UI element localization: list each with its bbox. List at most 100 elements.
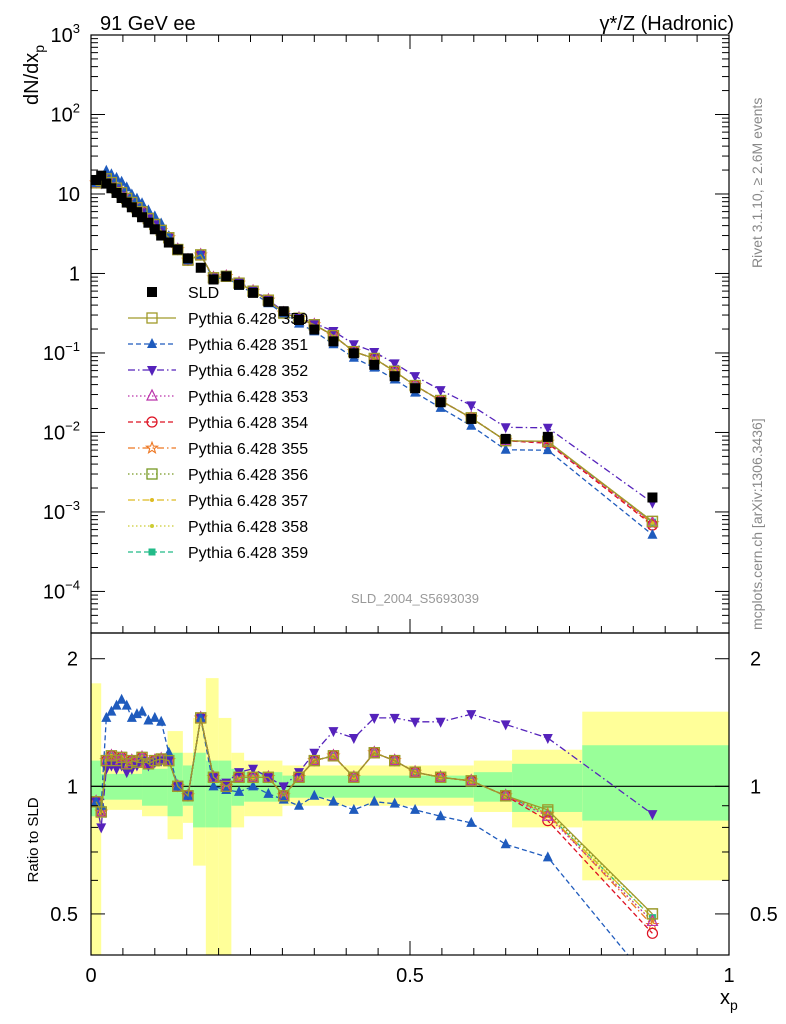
ratio-point	[121, 699, 132, 710]
ratio-point	[293, 799, 304, 810]
y-tick-base: 10	[43, 343, 65, 365]
data-point	[111, 187, 122, 198]
ratio-point	[435, 717, 446, 728]
header-left: 91 GeV ee	[100, 13, 196, 35]
data-point	[131, 207, 142, 218]
data-point	[248, 287, 259, 298]
ratio-point	[369, 713, 380, 724]
y-tick-label: 103	[51, 21, 80, 47]
ratio-point	[195, 712, 207, 724]
y-tick-label: 10−4	[43, 577, 80, 603]
legend-label: Pythia 6.428 355	[188, 441, 308, 458]
ratio-point	[262, 771, 275, 783]
legend-label: Pythia 6.428 353	[188, 389, 308, 406]
ratio-point	[96, 823, 107, 834]
y-tick-label: 10	[58, 184, 80, 206]
ratio-point	[466, 710, 477, 721]
ratio-point	[195, 711, 206, 722]
data-point	[195, 249, 207, 261]
y-tick-base: 10	[58, 184, 80, 206]
ratio-point	[106, 705, 117, 716]
ratio-point	[309, 748, 320, 759]
ratio-point	[389, 713, 400, 724]
ratio-point	[233, 770, 245, 782]
data-point	[234, 279, 245, 290]
data-point	[466, 401, 477, 412]
uncertainty-band-inner	[91, 760, 102, 817]
data-point	[500, 423, 511, 434]
ratio-point	[646, 908, 659, 920]
data-point	[121, 197, 132, 208]
data-point	[500, 433, 511, 444]
ratio-tick-label-right: 2	[750, 649, 761, 671]
ratio-point	[309, 789, 320, 800]
ratio-point	[347, 770, 360, 782]
ratio-point	[369, 795, 380, 806]
ratio-point	[327, 748, 340, 761]
data-point	[435, 397, 446, 408]
header-right-symbol: γ*/Z	[600, 13, 636, 35]
series-ratio-1	[91, 712, 659, 920]
ratio-point	[220, 780, 232, 792]
ratio-point	[410, 803, 421, 814]
header-right-text: (Hadronic)	[641, 13, 734, 35]
data-point	[278, 306, 289, 317]
ratio-point	[149, 758, 160, 769]
data-point	[328, 336, 339, 347]
top-panel-frame	[90, 34, 730, 634]
data-point	[263, 296, 274, 307]
data-point	[106, 183, 117, 194]
ratio-point	[208, 780, 219, 791]
y-tick-base: 10	[43, 581, 65, 603]
legend-marker	[150, 524, 154, 528]
y-tick-label: 1	[69, 263, 80, 285]
ratio-point	[131, 761, 142, 772]
ratio-point	[308, 754, 320, 767]
ratio-point	[542, 851, 553, 862]
bottom-ylabel: Ratio to SLD	[25, 797, 42, 882]
data-point	[309, 324, 320, 335]
y-tick-label: 10−2	[43, 418, 80, 444]
ratio-point	[143, 714, 154, 725]
ratio-point	[182, 790, 194, 802]
xlabel-sub: p	[730, 997, 738, 1013]
legend-label: Pythia 6.428 351	[188, 337, 308, 354]
ratio-point	[234, 768, 245, 779]
xlabel: xp	[720, 987, 738, 1013]
data-point	[182, 253, 193, 264]
ratio-point	[368, 747, 380, 759]
data-point	[646, 515, 659, 528]
ratio-point	[647, 810, 658, 821]
ratio-point	[278, 782, 289, 793]
ratio-point	[234, 785, 245, 796]
y-tick-exponent: −3	[65, 498, 80, 513]
legend-marker	[146, 416, 158, 428]
ratio-point	[327, 750, 340, 762]
ratio-point	[646, 914, 659, 927]
uncertainty-band-inner	[193, 752, 206, 828]
ratio-point	[410, 717, 421, 728]
uncertainty-band-inner	[182, 765, 194, 806]
legend-label: Pythia 6.428 354	[188, 415, 308, 432]
uncertainty-band-outer	[218, 717, 232, 955]
series-top-3	[91, 176, 658, 509]
data-point	[208, 274, 219, 285]
data-point	[410, 372, 421, 383]
data-point	[410, 383, 421, 394]
y-tick-label: 102	[51, 100, 80, 126]
y-tick-base: 10	[51, 104, 73, 126]
legend-label: Pythia 6.428 352	[188, 363, 308, 380]
top-ylabel: dN/dxp	[21, 45, 47, 105]
rivet-label: Rivet 3.1.10, ≥ 2.6M events	[749, 98, 765, 268]
legend-entry-6: Pythia 6.428 355	[128, 440, 308, 458]
legend-entry-7: Pythia 6.428 356	[128, 467, 308, 484]
ratio-point	[328, 795, 339, 806]
legend-marker	[147, 366, 157, 376]
series-line	[96, 179, 653, 504]
data-point	[542, 431, 553, 442]
ratio-point	[278, 790, 290, 802]
ratio-point	[149, 711, 160, 722]
legend-marker	[148, 548, 156, 556]
ratio-point	[293, 768, 304, 779]
